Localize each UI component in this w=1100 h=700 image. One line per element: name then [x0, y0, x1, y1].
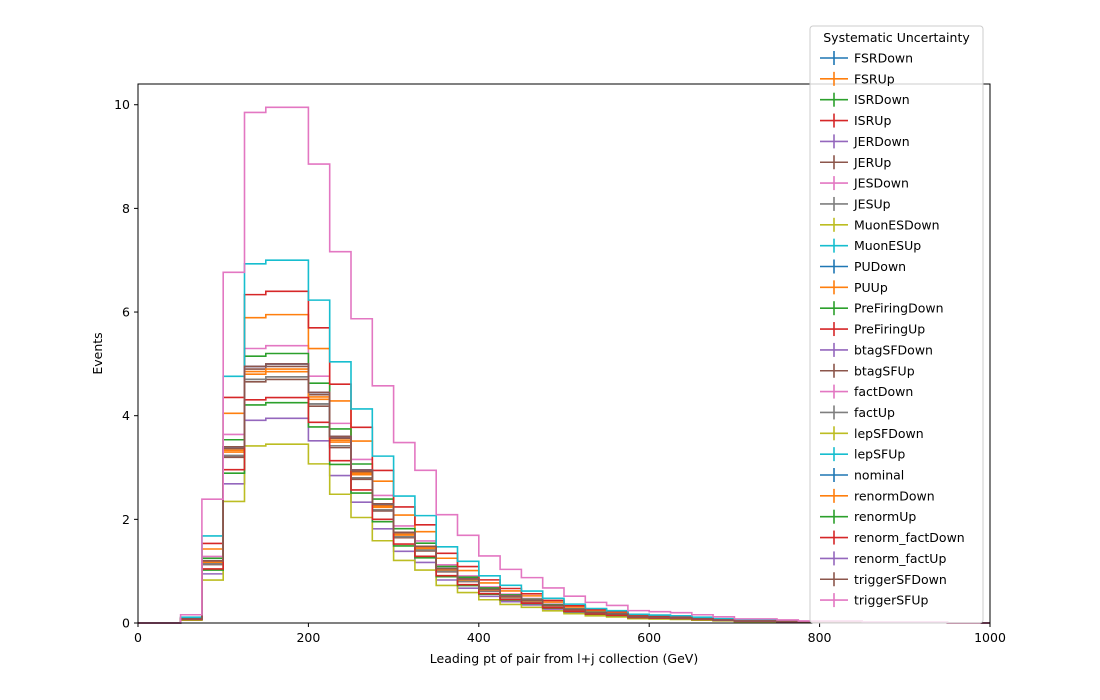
legend-label: ISRDown — [854, 92, 910, 107]
x-axis-label: Leading pt of pair from l+j collection (… — [430, 651, 698, 666]
legend-label: JERDown — [853, 134, 910, 149]
legend-item: renormDown — [820, 488, 935, 503]
legend-item: factUp — [820, 405, 895, 420]
legend-label: PreFiringUp — [854, 322, 925, 337]
x-tick-label: 600 — [637, 630, 661, 645]
legend-item: ISRDown — [820, 92, 910, 107]
legend-label: renormUp — [854, 509, 916, 524]
legend-label: JESDown — [853, 176, 909, 191]
legend-label: PreFiringDown — [854, 301, 944, 316]
legend-label: MuonESDown — [854, 217, 940, 232]
legend-label: JERUp — [853, 155, 891, 170]
legend-item: nominal — [820, 468, 904, 483]
legend-label: FSRUp — [854, 71, 895, 86]
y-tick-label: 4 — [122, 408, 130, 423]
legend-label: triggerSFDown — [854, 572, 947, 587]
y-tick-label: 0 — [122, 616, 130, 631]
legend: Systematic Uncertainty FSRDown FSRUp ISRDo… — [809, 25, 984, 624]
legend-label: renormDown — [854, 488, 935, 503]
y-axis-label: Events — [90, 332, 105, 374]
y-tick-label: 10 — [114, 97, 130, 112]
legend-item: MuonESDown — [820, 217, 940, 232]
legend-item: FSRUp — [820, 71, 895, 86]
x-tick-label: 200 — [296, 630, 320, 645]
legend-item: renorm_factDown — [820, 530, 965, 545]
legend-title: Systematic Uncertainty — [823, 30, 970, 45]
legend-item: MuonESUp — [820, 238, 921, 253]
series-line-triggerSFUp — [138, 106, 990, 624]
legend-label: ISRUp — [854, 113, 891, 128]
legend-item: PUUp — [820, 280, 888, 295]
legend-item: PreFiringUp — [820, 322, 925, 337]
legend-item: triggerSFDown — [820, 572, 947, 587]
x-tick-label: 1000 — [974, 630, 1006, 645]
legend-item: btagSFUp — [820, 363, 915, 378]
legend-label: FSRDown — [854, 51, 913, 66]
legend-label: PUUp — [854, 280, 888, 295]
legend-item: FSRDown — [820, 51, 913, 66]
legend-item: JESUp — [820, 196, 891, 211]
legend-label: factDown — [854, 384, 913, 399]
legend-label: renorm_factUp — [854, 551, 946, 566]
legend-item: renormUp — [820, 509, 916, 524]
legend-item: renorm_factUp — [820, 551, 946, 566]
legend-item: ISRUp — [820, 113, 891, 128]
x-tick-label: 0 — [134, 630, 142, 645]
legend-items: FSRDown FSRUp ISRDown ISRUp JERDown JERUp JESD… — [820, 51, 965, 608]
legend-label: btagSFDown — [854, 342, 933, 357]
legend-item: PreFiringDown — [820, 301, 944, 316]
legend-item: btagSFDown — [820, 342, 933, 357]
x-tick-label: 400 — [467, 630, 491, 645]
legend-label: lepSFUp — [854, 447, 905, 462]
legend-label: renorm_factDown — [854, 530, 965, 545]
y-tick-label: 8 — [122, 201, 130, 216]
legend-item: JESDown — [820, 176, 909, 191]
legend-item: factDown — [820, 384, 913, 399]
axes-frame — [137, 83, 991, 624]
y-tick-label: 2 — [122, 512, 130, 527]
legend-item: PUDown — [820, 259, 906, 274]
legend-item: JERUp — [820, 155, 891, 170]
y-axis: 0 2 4 6 8 10 — [114, 97, 138, 631]
plot-area — [138, 106, 990, 624]
legend-item: lepSFUp — [820, 447, 905, 462]
y-tick-label: 6 — [122, 305, 130, 320]
legend-frame — [809, 25, 984, 624]
legend-label: PUDown — [854, 259, 906, 274]
legend-item: JERDown — [820, 134, 910, 149]
legend-label: triggerSFUp — [854, 593, 928, 608]
legend-label: lepSFDown — [854, 426, 924, 441]
legend-label: JESUp — [853, 196, 891, 211]
legend-item: lepSFDown — [820, 426, 924, 441]
legend-item: triggerSFUp — [820, 593, 928, 608]
legend-label: factUp — [854, 405, 895, 420]
legend-label: nominal — [854, 468, 904, 483]
x-tick-label: 800 — [808, 630, 832, 645]
legend-label: MuonESUp — [854, 238, 921, 253]
x-axis: 0 200 400 600 800 1000 — [134, 623, 1006, 645]
legend-label: btagSFUp — [854, 363, 915, 378]
